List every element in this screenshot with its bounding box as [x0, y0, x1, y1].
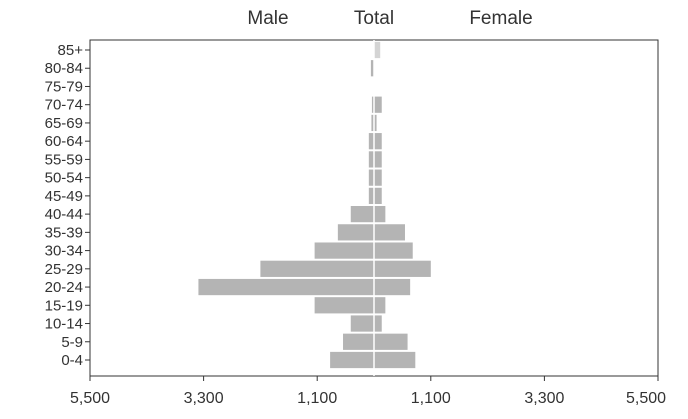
age-label-40-44: 40-44: [45, 206, 83, 223]
age-label-5-9: 5-9: [61, 334, 83, 351]
bar-male-40-44: [350, 206, 374, 223]
bar-male-15-19: [314, 297, 374, 314]
x-tick-label-4: 3,300: [524, 390, 564, 407]
age-label-15-19: 15-19: [45, 297, 83, 314]
x-tick-label-2: 1,100: [297, 390, 337, 407]
bar-male-80-84: [370, 60, 374, 77]
x-ticks-group: 5,500 3,300 1,100 1,100 3,300 5,500: [70, 376, 666, 407]
x-tick-label-1: 3,300: [184, 390, 224, 407]
x-tick-label-3: 1,100: [411, 390, 451, 407]
bar-female-85plus: [374, 41, 381, 59]
bar-male-55-59: [368, 151, 374, 168]
header-male: Male: [247, 8, 288, 29]
bar-male-20-24: [198, 278, 374, 296]
age-label-55-59: 55-59: [45, 151, 83, 168]
bar-male-50-54: [368, 169, 374, 186]
bar-male-65-69: [371, 114, 374, 132]
bar-male-5-9: [343, 333, 374, 350]
bar-male-25-29: [260, 260, 374, 277]
age-label-65-69: 65-69: [45, 115, 83, 132]
age-label-70-74: 70-74: [45, 97, 83, 114]
bar-female-30-34: [374, 242, 413, 259]
age-label-35-39: 35-39: [45, 224, 83, 241]
x-tick-label-5: 5,500: [626, 390, 666, 407]
age-label-75-79: 75-79: [45, 78, 83, 95]
bars-group: [198, 41, 431, 369]
age-label-85plus: 85+: [58, 42, 84, 59]
bar-female-15-19: [374, 297, 386, 314]
bar-female-55-59: [374, 151, 382, 168]
bar-female-20-24: [374, 278, 411, 296]
age-label-45-49: 45-49: [45, 188, 83, 205]
age-label-0-4: 0-4: [61, 352, 83, 369]
bar-female-40-44: [374, 206, 386, 223]
header-female: Female: [469, 8, 532, 29]
age-label-10-14: 10-14: [45, 316, 83, 333]
bar-female-65-69: [374, 114, 377, 132]
bar-male-30-34: [314, 242, 374, 259]
age-label-60-64: 60-64: [45, 133, 83, 150]
age-label-50-54: 50-54: [45, 170, 83, 187]
age-label-80-84: 80-84: [45, 60, 83, 77]
bar-male-10-14: [350, 315, 374, 332]
bar-male-45-49: [368, 187, 374, 204]
bar-female-60-64: [374, 133, 382, 150]
bar-male-35-39: [337, 224, 374, 241]
bar-male-70-74: [371, 96, 374, 113]
age-label-20-24: 20-24: [45, 279, 83, 296]
bar-female-5-9: [374, 333, 408, 350]
bar-female-50-54: [374, 169, 382, 186]
bar-female-0-4: [374, 351, 416, 369]
x-tick-label-0: 5,500: [70, 390, 110, 407]
age-label-30-34: 30-34: [45, 243, 83, 260]
header-total: Total: [354, 8, 394, 29]
bar-female-70-74: [374, 96, 382, 113]
bar-male-0-4: [330, 351, 374, 369]
bar-male-60-64: [368, 133, 374, 150]
bar-female-35-39: [374, 224, 405, 241]
bar-female-25-29: [374, 260, 431, 277]
age-label-25-29: 25-29: [45, 261, 83, 278]
bar-female-10-14: [374, 315, 382, 332]
bar-female-45-49: [374, 187, 382, 204]
